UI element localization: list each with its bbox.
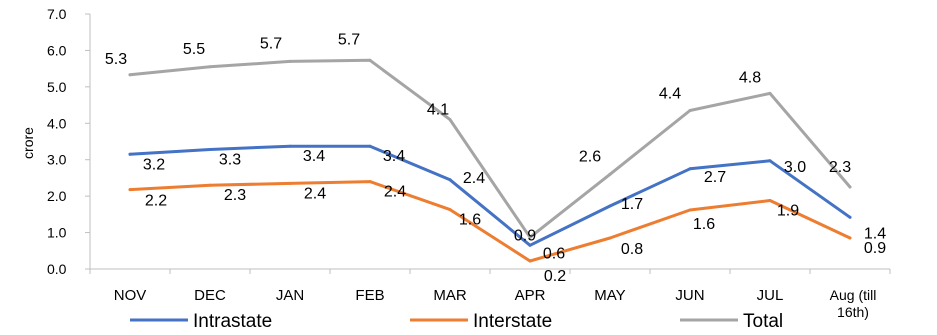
data-point-interstate <box>288 181 292 185</box>
data-point-intrastate <box>688 167 692 171</box>
x-tick-label: DEC <box>194 287 226 304</box>
data-label-interstate: 0.2 <box>544 268 566 285</box>
data-label-total: 4.4 <box>659 86 681 103</box>
data-label-interstate: 1.9 <box>777 203 799 220</box>
data-point-intrastate <box>848 215 852 219</box>
data-label-intrastate: 2.4 <box>463 170 485 187</box>
data-point-total <box>688 109 692 112</box>
data-point-total <box>128 73 132 77</box>
data-label-intrastate: 0.6 <box>543 245 565 262</box>
data-label-total: 5.3 <box>105 51 127 68</box>
series-lines <box>128 58 852 263</box>
y-tick-label: 0.0 <box>47 261 67 277</box>
data-point-intrastate <box>368 144 372 148</box>
y-tick-label: 6.0 <box>47 42 67 58</box>
data-point-intrastate <box>768 159 772 163</box>
x-tick-label: JUN <box>675 287 704 304</box>
x-tick-label: APR <box>515 287 546 304</box>
legend-label-interstate: Interstate <box>473 311 552 330</box>
legend-label-total: Total <box>743 311 783 330</box>
data-label-total: 5.7 <box>338 31 360 48</box>
x-tick-label: JAN <box>276 287 304 304</box>
data-point-total <box>848 185 852 189</box>
data-label-intrastate: 1.7 <box>621 196 643 213</box>
x-tick-label: NOV <box>114 287 147 304</box>
x-tick-label: FEB <box>355 287 384 304</box>
y-tick-label: 4.0 <box>47 115 67 131</box>
data-point-interstate <box>128 188 132 192</box>
data-label-total: 4.8 <box>739 69 761 86</box>
data-label-intrastate: 3.3 <box>219 152 241 169</box>
data-point-interstate <box>528 259 532 263</box>
data-label-intrastate: 3.0 <box>784 159 806 176</box>
legend-label-intrastate: Intrastate <box>193 311 272 330</box>
data-label-interstate: 2.4 <box>304 185 326 202</box>
data-label-interstate: 0.8 <box>621 241 643 258</box>
data-point-total <box>208 65 212 69</box>
data-label-total: 5.7 <box>260 35 282 52</box>
data-label-total: 2.3 <box>829 159 851 176</box>
data-point-interstate <box>208 183 212 187</box>
data-label-intrastate: 2.7 <box>704 169 726 186</box>
data-point-total <box>608 172 612 176</box>
data-point-total <box>768 91 772 95</box>
data-label-intrastate: 1.4 <box>864 225 886 242</box>
x-tick-label-continued: 16th) <box>837 304 869 320</box>
x-tick-label: MAR <box>433 287 467 304</box>
data-point-total <box>528 235 532 239</box>
y-tick-label: 7.0 <box>47 6 67 22</box>
y-tick-label: 5.0 <box>47 79 67 95</box>
data-point-interstate <box>368 180 372 184</box>
data-point-total <box>448 118 452 122</box>
data-point-interstate <box>848 236 852 240</box>
data-point-intrastate <box>208 148 212 151</box>
data-label-total: 4.1 <box>427 102 449 119</box>
data-label-total: 2.6 <box>579 148 601 165</box>
data-label-interstate: 1.6 <box>459 212 481 229</box>
data-point-total <box>368 58 372 62</box>
series-line-total <box>128 58 852 239</box>
x-tick-label: Aug (till <box>830 287 877 303</box>
data-point-intrastate <box>608 204 612 208</box>
y-axis-label: crore <box>20 127 36 159</box>
series-line-interstate <box>128 180 852 263</box>
x-tick-label: MAY <box>594 287 625 304</box>
data-point-interstate <box>448 208 452 212</box>
data-label-intrastate: 3.4 <box>383 148 405 165</box>
data-label-total: 5.5 <box>183 41 205 58</box>
data-label-interstate: 1.6 <box>693 216 715 233</box>
data-label-interstate: 2.3 <box>224 187 246 204</box>
data-point-interstate <box>768 199 772 202</box>
data-point-total <box>288 59 292 63</box>
data-point-intrastate <box>288 144 292 148</box>
data-point-intrastate <box>448 178 452 182</box>
y-tick-label: 2.0 <box>47 188 67 204</box>
data-point-intrastate <box>528 243 532 247</box>
data-label-total: 0.9 <box>514 227 536 244</box>
data-label-interstate: 2.4 <box>384 184 406 201</box>
data-label-interstate: 0.9 <box>864 240 886 257</box>
data-label-interstate: 2.2 <box>145 193 167 210</box>
x-tick-label: JUL <box>757 287 784 304</box>
y-tick-label: 3.0 <box>47 152 67 168</box>
series-line-intrastate <box>128 144 852 247</box>
data-point-interstate <box>608 236 612 240</box>
data-label-intrastate: 3.2 <box>143 156 165 173</box>
data-labels: 3.2 3.3 3.4 3.4 2.4 0.6 1.7 2.7 3.0 1.4 2.2 2.3 2.4 2… <box>105 31 886 285</box>
data-label-intrastate: 3.4 <box>303 148 325 165</box>
data-point-interstate <box>688 208 692 212</box>
axes: 0.0 1.0 2.0 3.0 4.0 5.0 6.0 7.0 NOV DEC JAN FEB MAR A… <box>47 6 891 320</box>
legend: Intrastate Interstate Total <box>130 311 783 332</box>
y-tick-label: 1.0 <box>47 225 67 241</box>
data-point-intrastate <box>128 152 132 156</box>
